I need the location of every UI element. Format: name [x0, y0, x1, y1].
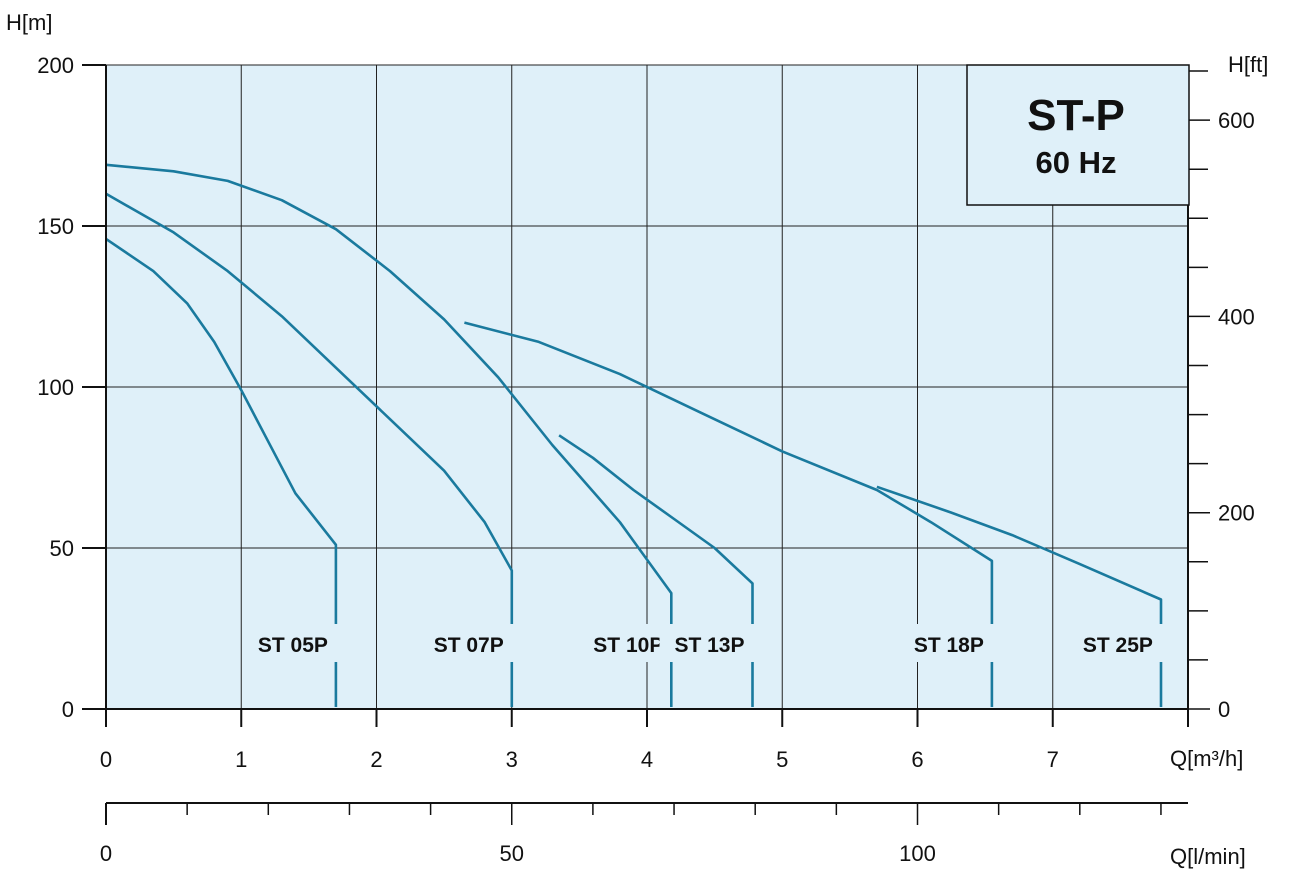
series-label: ST 10P	[593, 634, 663, 657]
chart-title: ST-P	[1027, 91, 1125, 140]
x2-tick-label: 50	[500, 841, 524, 866]
left-axis-title: H[m]	[6, 10, 52, 35]
x2-axis-title: Q[l/min]	[1170, 844, 1246, 869]
x-tick-label: 4	[641, 747, 653, 772]
series-curve	[105, 237, 338, 707]
title-box: ST-P 60 Hz	[966, 64, 1190, 206]
x-axis-title: Q[m³/h]	[1170, 746, 1243, 771]
series-label: ST 07P	[434, 634, 504, 657]
title-box-frame	[966, 64, 1190, 206]
right-axis-title: H[ft]	[1228, 52, 1268, 77]
left-tick-label: 50	[50, 536, 74, 561]
left-tick-label: 100	[37, 375, 74, 400]
right-tick-label: 600	[1218, 108, 1255, 133]
series-curve	[464, 321, 994, 707]
series-label-background	[418, 624, 520, 662]
axes: 0 50 100 150 200 0 200 400 600 0 1 2 3 4 5 6 7 0 50 100	[37, 53, 1254, 866]
x2-tick-label: 100	[899, 841, 936, 866]
x-tick-label: 1	[235, 747, 247, 772]
x2-tick-label: 0	[100, 841, 112, 866]
series-curve	[105, 192, 514, 707]
chart-subtitle: 60 Hz	[1036, 145, 1117, 180]
series-label-background	[898, 624, 1000, 662]
x-tick-label: 0	[100, 747, 112, 772]
right-tick-label: 400	[1218, 304, 1255, 329]
x-tick-label: 3	[506, 747, 518, 772]
series-label-background	[659, 624, 761, 662]
right-tick-label: 200	[1218, 501, 1255, 526]
series-label: ST 18P	[914, 634, 984, 657]
left-tick-label: 150	[37, 214, 74, 239]
series-label-background	[1067, 624, 1169, 662]
x-tick-label: 5	[776, 747, 788, 772]
series-label: ST 05P	[258, 634, 328, 657]
left-tick-label: 200	[37, 53, 74, 78]
pump-curves: ST 05P ST 07P ST 10P ST 13P ST 18P ST 25P	[105, 163, 1169, 707]
series-curve	[876, 485, 1163, 707]
x-tick-label: 2	[370, 747, 382, 772]
right-tick-label: 0	[1218, 697, 1230, 722]
series-curve	[558, 434, 754, 707]
series-label: ST 13P	[674, 634, 744, 657]
series-label-background	[242, 624, 344, 662]
series-curve	[105, 163, 673, 707]
x-tick-label: 6	[911, 747, 923, 772]
left-tick-label: 0	[62, 697, 74, 722]
x-tick-label: 7	[1047, 747, 1059, 772]
series-label: ST 25P	[1083, 634, 1153, 657]
